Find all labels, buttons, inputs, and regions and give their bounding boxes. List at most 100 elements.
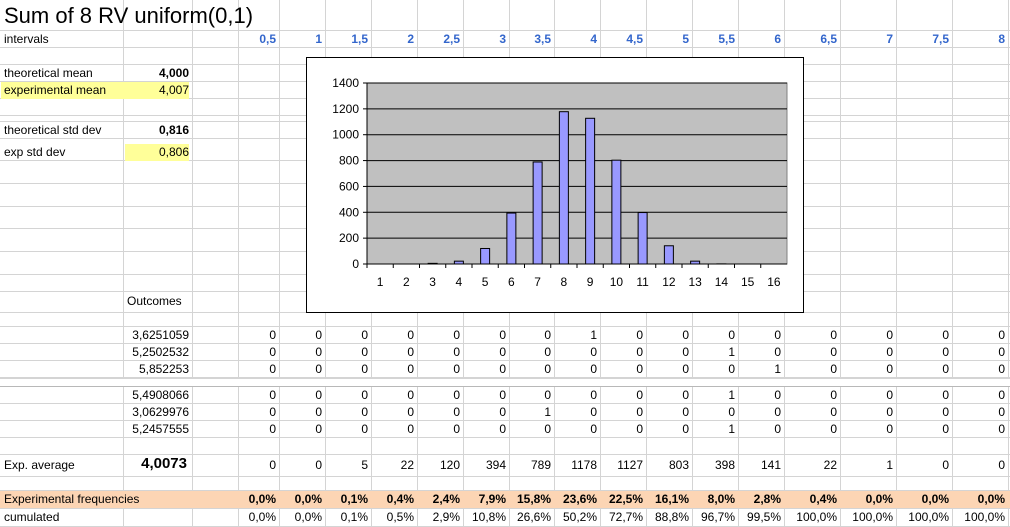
cumulated-cell[interactable]: 99,5% [746,510,781,524]
outcome-indicator-cell[interactable]: 0 [830,388,837,402]
outcome-indicator-cell[interactable]: 0 [407,328,414,342]
cumulated-cell[interactable]: 100,0% [852,510,893,524]
cumulated-cell[interactable]: 2,9% [432,510,460,524]
outcome-indicator-cell[interactable]: 0 [942,422,949,436]
outcome-indicator-cell[interactable]: 0 [499,362,506,376]
outcome-indicator-cell[interactable]: 0 [636,362,643,376]
outcome-indicator-cell[interactable]: 0 [636,388,643,402]
exp-average-cell[interactable]: 0 [269,458,276,472]
frequency-cell[interactable]: 0,0% [921,492,949,506]
outcome-indicator-cell[interactable]: 0 [886,328,893,342]
frequency-cell[interactable]: 0,0% [248,492,276,506]
outcome-indicator-cell[interactable]: 0 [942,328,949,342]
outcome-indicator-cell[interactable]: 0 [544,328,551,342]
outcome-indicator-cell[interactable]: 0 [315,328,322,342]
outcome-indicator-cell[interactable]: 0 [590,422,597,436]
outcome-indicator-cell[interactable]: 0 [774,328,781,342]
outcome-indicator-cell[interactable]: 0 [886,405,893,419]
outcome-indicator-cell[interactable]: 0 [942,362,949,376]
frequency-cell[interactable]: 15,8% [516,492,551,506]
cumulated-cell[interactable]: 96,7% [700,510,735,524]
exp-average-cell[interactable]: 22 [823,458,837,472]
chart-container[interactable]: 0 200 400 600 800 1000 1200 1400 1 2 3 4 5 6 7 8 9 10 11 12… [306,57,804,313]
exp-average-cell[interactable]: 398 [714,458,735,472]
outcome-indicator-cell[interactable]: 0 [590,345,597,359]
outcome-indicator-cell[interactable]: 0 [361,388,368,402]
outcome-indicator-cell[interactable]: 0 [315,362,322,376]
outcome-indicator-cell[interactable]: 0 [407,405,414,419]
frequency-cell[interactable]: 0,4% [809,492,837,506]
outcome-indicator-cell[interactable]: 0 [774,345,781,359]
outcome-indicator-cell[interactable]: 0 [942,388,949,402]
outcome-indicator-cell[interactable]: 0 [636,328,643,342]
cumulated-cell[interactable]: 0,5% [386,510,414,524]
frequency-cell[interactable]: 23,6% [562,492,597,506]
outcome-indicator-cell[interactable]: 0 [361,345,368,359]
interval-header-cell[interactable]: 7,5 [932,32,949,46]
cumulated-cell[interactable]: 88,8% [654,510,689,524]
outcome-indicator-cell[interactable]: 0 [830,345,837,359]
cumulated-cell[interactable]: 100,0% [964,510,1005,524]
frequency-cell[interactable]: 0,1% [340,492,368,506]
outcome-value-cell[interactable]: 5,852253 [138,362,189,376]
outcome-value-cell[interactable]: 5,4908066 [132,388,189,402]
outcome-indicator-cell[interactable]: 0 [682,422,689,436]
outcome-indicator-cell[interactable]: 0 [830,405,837,419]
outcome-indicator-cell[interactable]: 0 [269,345,276,359]
outcome-indicator-cell[interactable]: 0 [544,422,551,436]
outcome-indicator-cell[interactable]: 0 [407,345,414,359]
frequency-cell[interactable]: 0,0% [294,492,322,506]
outcome-indicator-cell[interactable]: 0 [407,388,414,402]
outcome-indicator-cell[interactable]: 0 [315,422,322,436]
outcome-indicator-cell[interactable]: 1 [774,362,781,376]
interval-header-cell[interactable]: 4 [590,32,597,46]
outcome-value-cell[interactable]: 3,0629976 [132,405,189,419]
outcome-indicator-cell[interactable]: 0 [998,405,1005,419]
outcome-indicator-cell[interactable]: 0 [998,328,1005,342]
cumulated-cell[interactable]: 0,1% [340,510,368,524]
frequency-cell[interactable]: 0,0% [865,492,893,506]
outcome-indicator-cell[interactable]: 0 [544,345,551,359]
frequency-cell[interactable]: 7,9% [478,492,506,506]
outcome-indicator-cell[interactable]: 0 [728,328,735,342]
frequency-cell[interactable]: 8,0% [707,492,735,506]
outcome-indicator-cell[interactable]: 0 [361,362,368,376]
outcome-indicator-cell[interactable]: 0 [544,362,551,376]
outcome-indicator-cell[interactable]: 0 [774,388,781,402]
outcome-indicator-cell[interactable]: 0 [636,405,643,419]
outcome-indicator-cell[interactable]: 0 [499,388,506,402]
interval-header-cell[interactable]: 3,5 [534,32,551,46]
outcome-indicator-cell[interactable]: 0 [499,345,506,359]
outcome-indicator-cell[interactable]: 0 [774,405,781,419]
interval-header-cell[interactable]: 1 [315,32,322,46]
outcome-indicator-cell[interactable]: 0 [361,422,368,436]
exp-average-cell[interactable]: 0 [942,458,949,472]
outcome-indicator-cell[interactable]: 0 [315,345,322,359]
exp-average-value[interactable]: 4,0073 [141,455,187,472]
interval-header-cell[interactable]: 7 [886,32,893,46]
outcome-indicator-cell[interactable]: 0 [590,388,597,402]
outcome-indicator-cell[interactable]: 0 [269,405,276,419]
outcome-indicator-cell[interactable]: 0 [682,362,689,376]
outcome-indicator-cell[interactable]: 0 [682,345,689,359]
outcome-indicator-cell[interactable]: 0 [682,405,689,419]
outcome-indicator-cell[interactable]: 0 [453,422,460,436]
outcome-indicator-cell[interactable]: 0 [590,405,597,419]
exp-average-cell[interactable]: 1127 [617,458,643,472]
exp-average-cell[interactable]: 141 [760,458,781,472]
interval-header-cell[interactable]: 5,5 [718,32,735,46]
outcome-indicator-cell[interactable]: 0 [361,328,368,342]
exp-average-cell[interactable]: 0 [998,458,1005,472]
outcome-indicator-cell[interactable]: 0 [728,362,735,376]
outcome-indicator-cell[interactable]: 0 [830,422,837,436]
outcome-indicator-cell[interactable]: 0 [590,362,597,376]
outcome-indicator-cell[interactable]: 0 [998,345,1005,359]
outcome-indicator-cell[interactable]: 1 [728,422,735,436]
outcome-indicator-cell[interactable]: 0 [269,422,276,436]
interval-header-cell[interactable]: 3 [499,32,506,46]
outcome-indicator-cell[interactable]: 0 [636,422,643,436]
frequency-cell[interactable]: 22,5% [608,492,643,506]
outcome-indicator-cell[interactable]: 0 [998,422,1005,436]
outcome-indicator-cell[interactable]: 0 [269,362,276,376]
